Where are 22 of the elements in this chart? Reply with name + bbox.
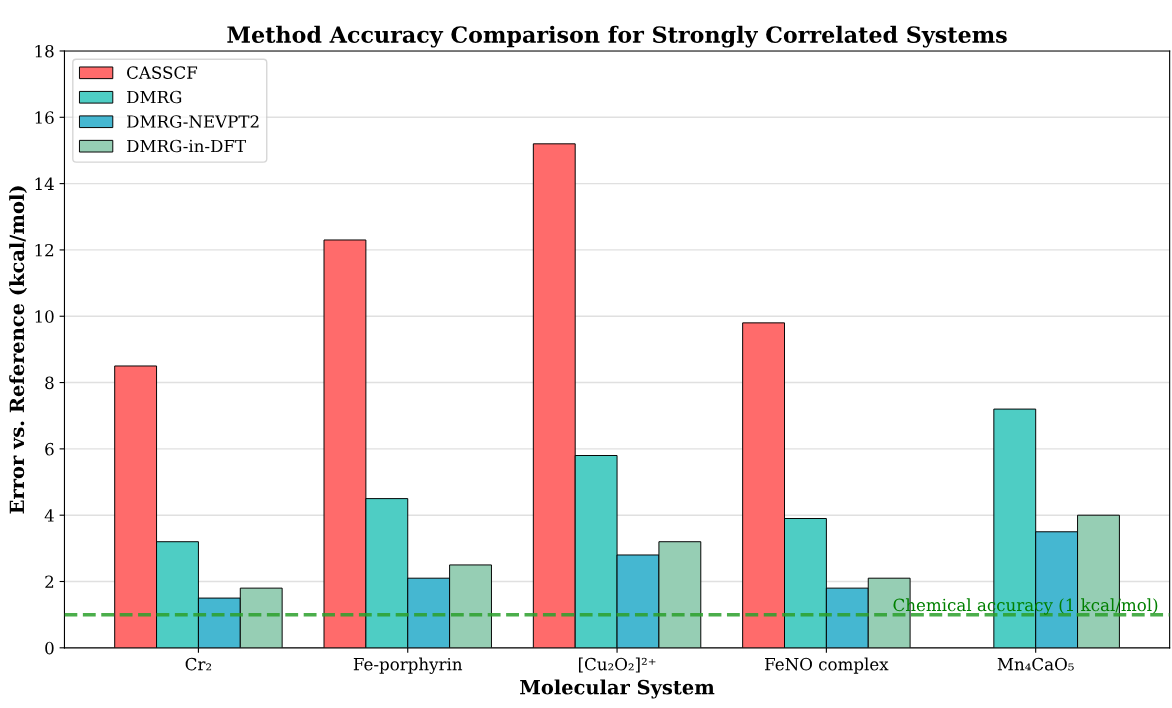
legend-label: DMRG: [127, 90, 182, 104]
y-tick-label: 0: [45, 641, 54, 655]
x-tick-label: Fe-porphyrin: [353, 657, 463, 674]
x-tick-label: Cr₂: [185, 657, 212, 671]
x-tick-label: [Cu₂O₂]²⁺: [578, 657, 656, 673]
y-tick-label: 4: [44, 509, 54, 522]
y-tick-label: 18: [35, 44, 54, 58]
y-tick-label: 6: [45, 442, 54, 456]
y-tick-label: 10: [35, 310, 54, 323]
y-axis-title: Error vs. Reference (kcal/mol): [9, 186, 27, 514]
x-tick-label: Mn₄CaO₅: [997, 657, 1074, 671]
y-tick-label: 12: [35, 243, 54, 257]
y-tick-label: 14: [35, 177, 54, 190]
y-tick-label: 16: [35, 111, 54, 124]
legend-label: CASSCF: [127, 66, 198, 79]
x-tick-label: FeNO complex: [765, 657, 889, 674]
legend-label: DMRG-NEVPT2: [127, 115, 259, 128]
legend-label: DMRG-in-DFT: [127, 139, 246, 153]
chart-title: Method Accuracy Comparison for Strongly Correlated Systems: [227, 25, 1007, 48]
y-tick-label: 8: [45, 376, 54, 390]
y-tick-label: 2: [45, 575, 54, 588]
x-axis-title: Molecular System: [520, 679, 715, 699]
